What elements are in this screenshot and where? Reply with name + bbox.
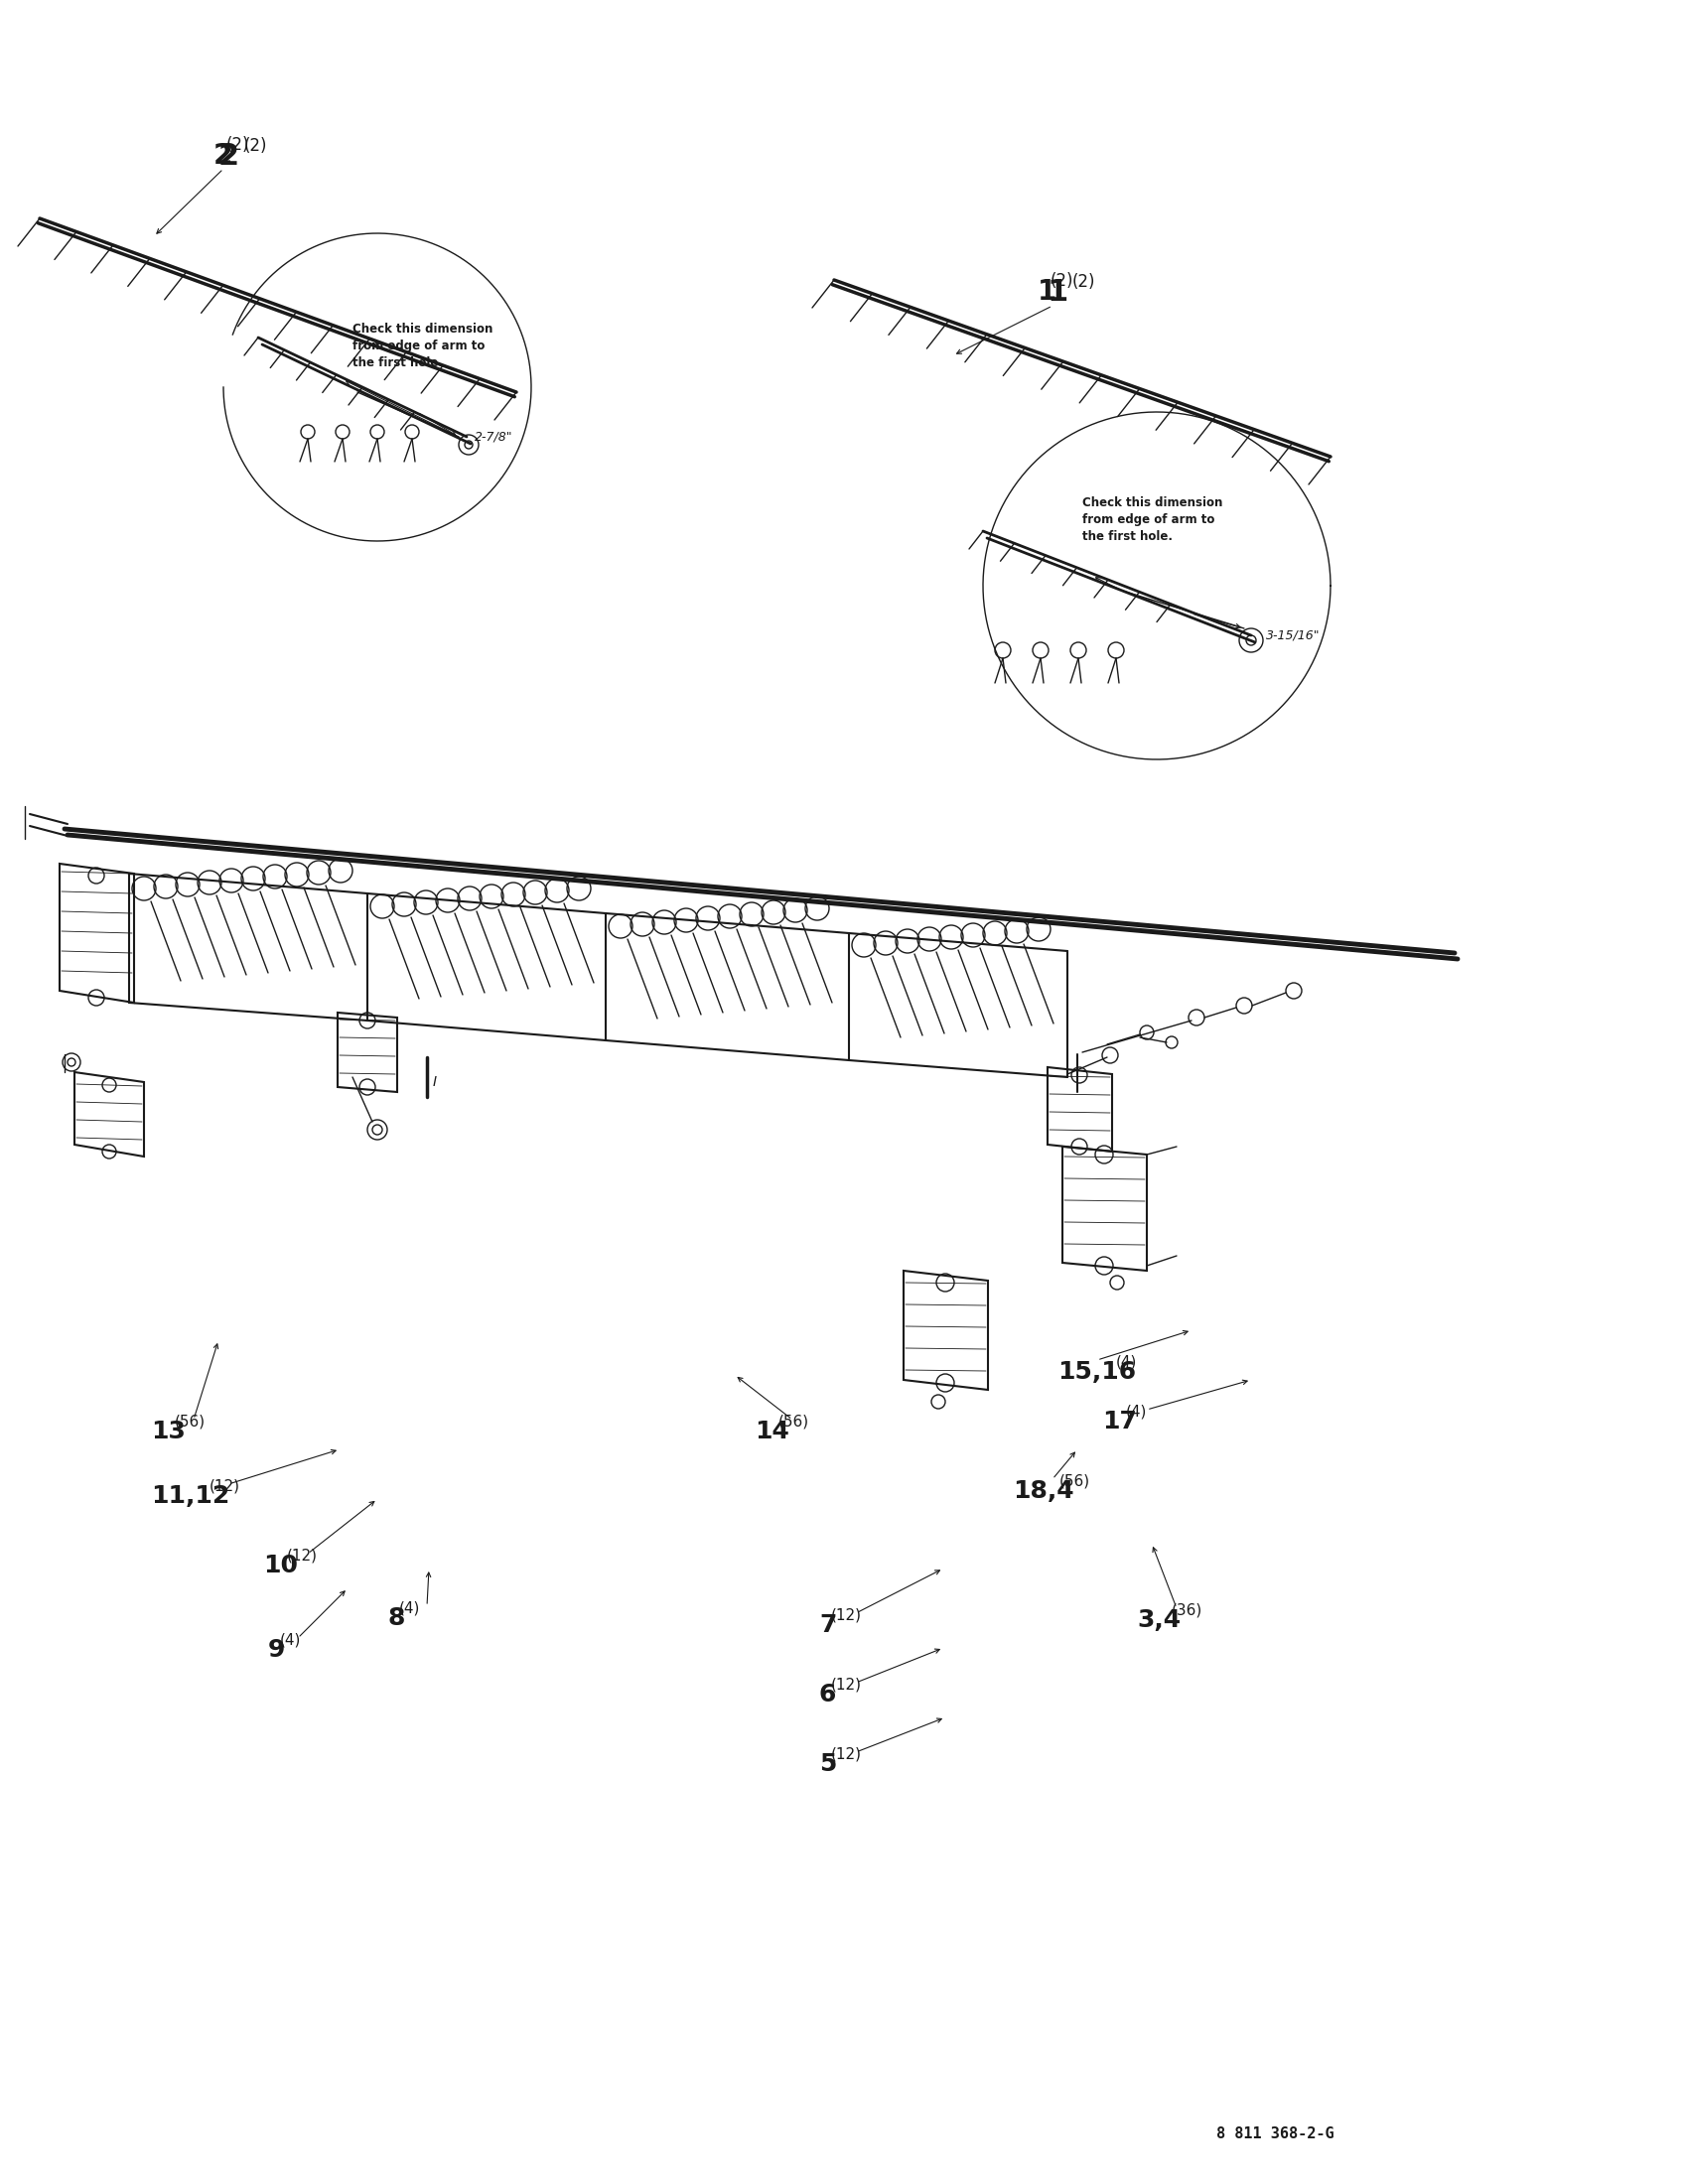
Text: 17: 17 — [1101, 1409, 1137, 1433]
Text: 2-7/8": 2-7/8" — [475, 430, 514, 443]
Text: 8 811 368-2-G: 8 811 368-2-G — [1216, 2127, 1334, 2143]
Text: 9: 9 — [268, 1638, 285, 1662]
Text: (4): (4) — [1125, 1404, 1147, 1420]
Text: 2: 2 — [219, 142, 239, 170]
Text: 1: 1 — [1037, 277, 1058, 306]
Text: (2): (2) — [226, 135, 249, 153]
Text: 7: 7 — [818, 1614, 837, 1638]
Text: (56): (56) — [778, 1415, 808, 1428]
Text: (4): (4) — [1115, 1354, 1137, 1369]
Text: 5: 5 — [818, 1752, 837, 1776]
Text: 3,4: 3,4 — [1137, 1607, 1180, 1631]
Text: 2: 2 — [214, 142, 232, 170]
Text: (2): (2) — [1073, 273, 1096, 290]
Text: 13: 13 — [152, 1420, 185, 1444]
Text: Check this dimension
from edge of arm to
the first hole.: Check this dimension from edge of arm to… — [1083, 496, 1223, 544]
Text: 8: 8 — [387, 1605, 404, 1629]
Text: (4): (4) — [280, 1634, 301, 1647]
Text: 14: 14 — [754, 1420, 790, 1444]
Text: (12): (12) — [286, 1548, 317, 1564]
Text: 18,4: 18,4 — [1012, 1479, 1074, 1503]
Text: (2): (2) — [1051, 273, 1074, 290]
Text: (2): (2) — [244, 138, 268, 155]
Text: (56): (56) — [173, 1415, 205, 1428]
Text: (56): (56) — [1059, 1474, 1090, 1489]
Text: (36): (36) — [1172, 1603, 1202, 1618]
Text: (12): (12) — [830, 1677, 862, 1693]
Text: I: I — [433, 1075, 438, 1090]
Text: (12): (12) — [830, 1607, 862, 1623]
Text: (12): (12) — [830, 1747, 862, 1762]
Text: 10: 10 — [263, 1553, 298, 1577]
Text: 11,12: 11,12 — [152, 1485, 229, 1507]
Text: 3-15/16": 3-15/16" — [1266, 629, 1320, 642]
Text: 6: 6 — [818, 1682, 837, 1706]
Text: Check this dimension
from edge of arm to
the first hole.: Check this dimension from edge of arm to… — [352, 323, 493, 369]
Text: 15,16: 15,16 — [1058, 1361, 1137, 1385]
Text: (4): (4) — [399, 1601, 419, 1616]
Text: 1: 1 — [1047, 277, 1069, 306]
Text: (12): (12) — [209, 1479, 239, 1494]
